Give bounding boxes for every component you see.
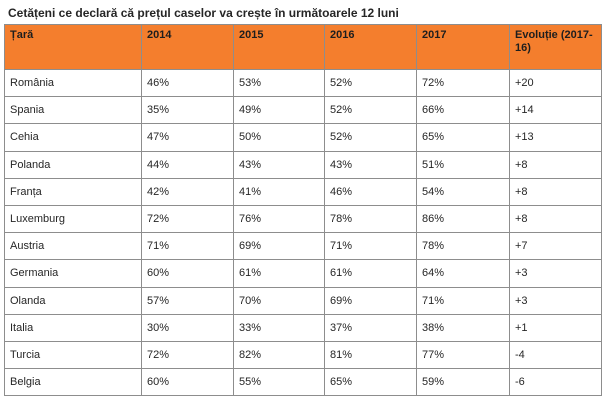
cell-country: Italia xyxy=(4,313,142,342)
cell-evolution: -6 xyxy=(509,368,602,397)
cell-2017: 65% xyxy=(416,123,510,152)
table-row: Spania 35% 49% 52% 66% +14 xyxy=(4,96,602,125)
cell-2016: 71% xyxy=(324,232,417,261)
cell-2016: 69% xyxy=(324,286,417,315)
cell-2015: 82% xyxy=(233,340,325,370)
cell-2014: 42% xyxy=(141,177,234,206)
cell-evolution: +7 xyxy=(509,232,602,261)
header-evolution-label: Evoluție (2017-16) xyxy=(515,29,593,54)
cell-evolution: +13 xyxy=(509,123,602,152)
table-row: Olanda 57% 70% 69% 71% +3 xyxy=(4,286,602,315)
cell-2016: 81% xyxy=(324,340,417,370)
cell-2014: 72% xyxy=(141,204,234,234)
cell-2015: 33% xyxy=(233,313,325,342)
cell-2016: 78% xyxy=(324,204,417,234)
cell-country: Franța xyxy=(4,177,142,206)
cell-2015: 55% xyxy=(233,368,325,397)
header-2015: 2015 xyxy=(233,24,325,70)
cell-2015: 53% xyxy=(233,68,325,98)
cell-2016: 52% xyxy=(324,96,417,125)
table-row: Turcia 72% 82% 81% 77% -4 xyxy=(4,340,602,370)
table-row: România 46% 53% 52% 72% +20 xyxy=(4,68,602,98)
cell-country: Austria xyxy=(4,232,142,261)
cell-2014: 60% xyxy=(141,368,234,397)
cell-2017: 77% xyxy=(416,340,510,370)
cell-2014: 44% xyxy=(141,150,234,179)
cell-2015: 41% xyxy=(233,177,325,206)
cell-2017: 71% xyxy=(416,286,510,315)
header-2014: 2014 xyxy=(141,24,234,70)
cell-2017: 38% xyxy=(416,313,510,342)
cell-2014: 46% xyxy=(141,68,234,98)
cell-2016: 65% xyxy=(324,368,417,397)
table-row: Belgia 60% 55% 65% 59% -6 xyxy=(4,368,602,397)
cell-country: Belgia xyxy=(4,368,142,397)
table-row: Franța 42% 41% 46% 54% +8 xyxy=(4,177,602,206)
cell-2017: 72% xyxy=(416,68,510,98)
table-row: Polanda 44% 43% 43% 51% +8 xyxy=(4,150,602,179)
cell-2014: 30% xyxy=(141,313,234,342)
table-title: Cetățeni ce declară că prețul caselor va… xyxy=(8,6,399,20)
cell-country: Luxemburg xyxy=(4,204,142,234)
table-row: Austria 71% 69% 71% 78% +7 xyxy=(4,232,602,261)
cell-2015: 61% xyxy=(233,259,325,288)
cell-evolution: -4 xyxy=(509,340,602,370)
cell-2017: 51% xyxy=(416,150,510,179)
header-2016: 2016 xyxy=(324,24,417,70)
cell-2014: 57% xyxy=(141,286,234,315)
cell-2015: 49% xyxy=(233,96,325,125)
header-row: Țară 2014 2015 2016 2017 Evoluție (2017-… xyxy=(4,24,602,70)
cell-2015: 70% xyxy=(233,286,325,315)
cell-country: Polanda xyxy=(4,150,142,179)
cell-country: Germania xyxy=(4,259,142,288)
cell-country: Olanda xyxy=(4,286,142,315)
cell-2016: 43% xyxy=(324,150,417,179)
cell-2017: 59% xyxy=(416,368,510,397)
table-body: România 46% 53% 52% 72% +20 Spania 35% 49% 52% 66%… xyxy=(4,68,602,397)
house-price-expectations-table: Țară 2014 2015 2016 2017 Evoluție (2017-… xyxy=(4,24,602,397)
cell-2015: 76% xyxy=(233,204,325,234)
cell-country: Cehia xyxy=(4,123,142,152)
cell-2014: 72% xyxy=(141,340,234,370)
cell-2014: 60% xyxy=(141,259,234,288)
cell-2014: 71% xyxy=(141,232,234,261)
cell-2017: 66% xyxy=(416,96,510,125)
cell-2017: 54% xyxy=(416,177,510,206)
cell-evolution: +20 xyxy=(509,68,602,98)
cell-2017: 64% xyxy=(416,259,510,288)
cell-2014: 35% xyxy=(141,96,234,125)
cell-2016: 46% xyxy=(324,177,417,206)
cell-2015: 50% xyxy=(233,123,325,152)
cell-2016: 52% xyxy=(324,123,417,152)
cell-evolution: +8 xyxy=(509,177,602,206)
header-evolution: Evoluție (2017-16) xyxy=(509,24,602,70)
table-row: Germania 60% 61% 61% 64% +3 xyxy=(4,259,602,288)
table-row: Italia 30% 33% 37% 38% +1 xyxy=(4,313,602,342)
cell-country: Spania xyxy=(4,96,142,125)
cell-evolution: +8 xyxy=(509,150,602,179)
cell-2015: 43% xyxy=(233,150,325,179)
cell-2016: 37% xyxy=(324,313,417,342)
cell-evolution: +3 xyxy=(509,259,602,288)
table-row: Cehia 47% 50% 52% 65% +13 xyxy=(4,123,602,152)
cell-2015: 69% xyxy=(233,232,325,261)
header-country: Țară xyxy=(4,24,142,70)
cell-2014: 47% xyxy=(141,123,234,152)
cell-2016: 61% xyxy=(324,259,417,288)
table-header: Țară 2014 2015 2016 2017 Evoluție (2017-… xyxy=(4,24,602,70)
header-2017: 2017 xyxy=(416,24,510,70)
cell-2017: 86% xyxy=(416,204,510,234)
table-row: Luxemburg 72% 76% 78% 86% +8 xyxy=(4,204,602,234)
cell-country: Turcia xyxy=(4,340,142,370)
cell-evolution: +14 xyxy=(509,96,602,125)
cell-2017: 78% xyxy=(416,232,510,261)
cell-evolution: +3 xyxy=(509,286,602,315)
cell-2016: 52% xyxy=(324,68,417,98)
cell-evolution: +1 xyxy=(509,313,602,342)
cell-evolution: +8 xyxy=(509,204,602,234)
cell-country: România xyxy=(4,68,142,98)
